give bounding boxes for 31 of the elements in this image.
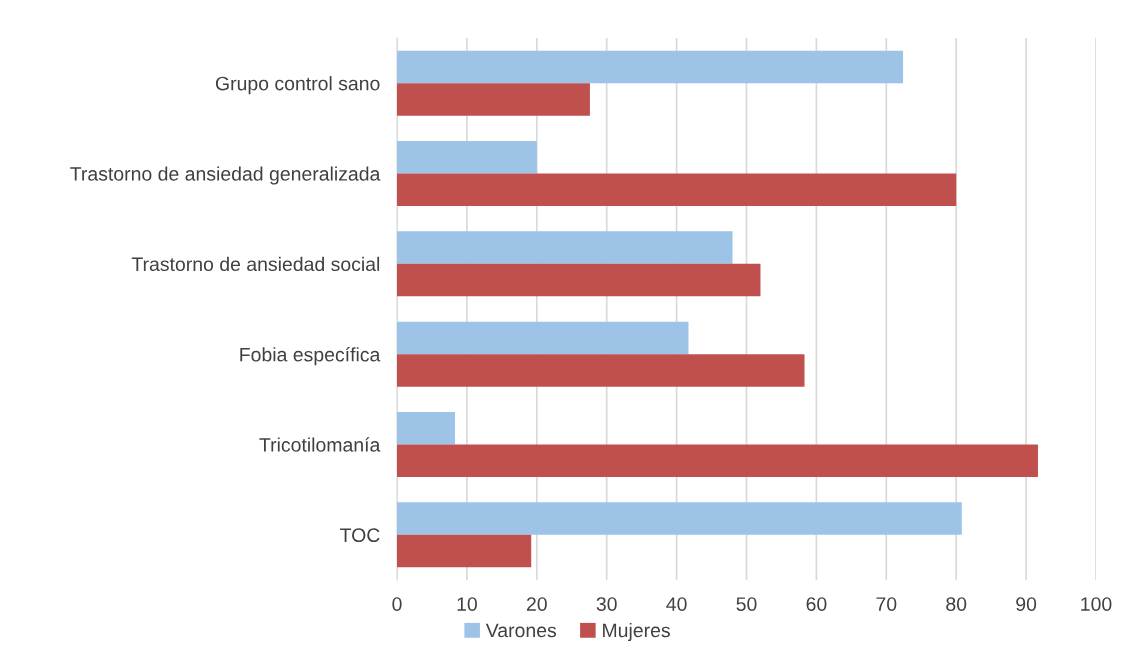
bar	[397, 140, 537, 174]
bar	[397, 444, 1038, 478]
x-tick-label: 100	[1081, 597, 1112, 611]
x-tick-label: 50	[736, 597, 757, 611]
bar	[397, 534, 532, 568]
x-tick-label: 80	[946, 597, 967, 611]
y-tick-label: Trastorno de ansiedad generalizada	[70, 166, 381, 185]
bar	[397, 354, 805, 387]
bar	[397, 50, 904, 84]
x-tick-label: 0	[392, 597, 402, 611]
bar	[397, 411, 456, 445]
y-tick-label: Fobia específica	[240, 347, 381, 366]
y-tick-label: Tricotilomanía	[259, 437, 381, 452]
bar	[397, 231, 733, 264]
legend-label: Mujeres	[603, 622, 670, 642]
x-tick-label: 20	[526, 597, 547, 611]
bar	[397, 321, 689, 355]
y-tick-label: Trastorno de ansiedad social	[131, 256, 380, 272]
x-tick-label: 10	[457, 597, 477, 611]
bar	[397, 173, 957, 207]
x-tick-label: 90	[1016, 597, 1037, 611]
x-tick-label: 60	[806, 597, 827, 611]
bar	[397, 263, 761, 297]
legend-label: Varones	[485, 623, 557, 638]
bar	[397, 502, 962, 535]
bar	[397, 83, 590, 116]
y-tick-label: Grupo control sano	[215, 76, 380, 95]
x-tick-label: 70	[876, 597, 897, 611]
x-tick-label: 40	[666, 597, 687, 611]
y-tick-label: TOC	[340, 528, 380, 543]
x-tick-label: 30	[596, 597, 617, 611]
